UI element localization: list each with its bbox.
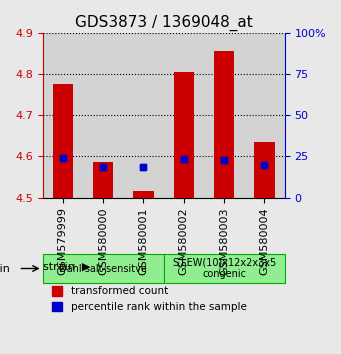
Bar [133, 192, 153, 198]
Bar [53, 84, 73, 198]
Text: Dahl salt-sensitve: Dahl salt-sensitve [59, 263, 147, 274]
FancyBboxPatch shape [43, 254, 164, 283]
Bar [123, 33, 164, 198]
Text: strain: strain [0, 263, 10, 274]
Title: GDS3873 / 1369048_at: GDS3873 / 1369048_at [75, 15, 252, 31]
FancyBboxPatch shape [164, 254, 285, 283]
Bar [43, 33, 83, 198]
Bar [244, 33, 285, 198]
Bar [214, 51, 234, 198]
Bar [174, 72, 194, 198]
Bar [93, 162, 113, 198]
Text: strain  ▶: strain ▶ [43, 262, 90, 272]
Legend: transformed count, percentile rank within the sample: transformed count, percentile rank withi… [48, 282, 251, 316]
Bar [254, 142, 275, 198]
Bar [164, 33, 204, 198]
Bar [53, 84, 73, 198]
Bar [133, 192, 153, 198]
Bar [214, 51, 234, 198]
Bar [254, 142, 275, 198]
Text: S.LEW(10)x12x2x3x5
congenic: S.LEW(10)x12x2x3x5 congenic [172, 258, 276, 279]
Bar [174, 72, 194, 198]
Bar [93, 162, 113, 198]
Bar [83, 33, 123, 198]
Bar [204, 33, 244, 198]
